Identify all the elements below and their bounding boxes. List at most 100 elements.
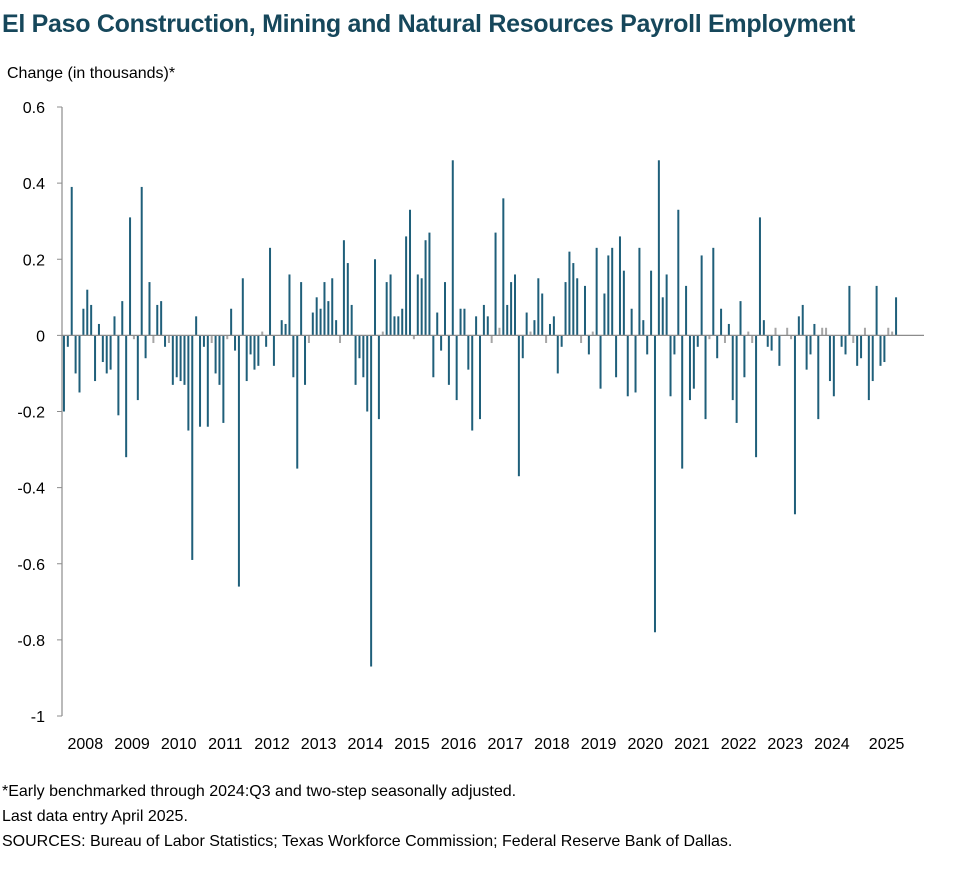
bar <box>653 335 656 633</box>
bar <box>459 308 462 336</box>
x-tick-label: 2013 <box>301 736 337 753</box>
x-tick-label: 2016 <box>441 736 477 753</box>
bar <box>253 335 256 370</box>
bar <box>342 240 345 336</box>
bar <box>366 335 369 412</box>
chart-title: El Paso Construction, Mining and Natural… <box>2 10 856 38</box>
bar <box>269 247 272 336</box>
bar <box>774 327 777 336</box>
bar <box>517 335 520 477</box>
bar <box>758 217 761 336</box>
bar <box>129 217 132 336</box>
bar <box>665 274 668 336</box>
bar <box>891 331 894 336</box>
bar <box>813 323 816 336</box>
bar <box>486 316 489 336</box>
x-tick-label: 2011 <box>208 736 243 753</box>
bar <box>681 335 684 469</box>
bar <box>463 308 466 336</box>
bar <box>638 247 641 336</box>
bar <box>70 186 73 336</box>
x-tick-label: 2010 <box>161 736 197 753</box>
bar <box>875 285 878 336</box>
bar <box>405 236 408 336</box>
bar <box>692 335 695 389</box>
bar <box>191 335 194 560</box>
bar <box>210 335 213 343</box>
bar <box>323 282 326 336</box>
bar <box>424 240 427 336</box>
bar <box>615 335 618 378</box>
bar <box>716 335 719 359</box>
bar <box>444 282 446 336</box>
bar <box>871 335 874 382</box>
bar <box>187 335 190 431</box>
bar <box>646 335 649 355</box>
bar <box>533 320 536 336</box>
bar <box>770 335 773 351</box>
x-tick-label: 2018 <box>534 736 570 753</box>
bar <box>762 320 765 336</box>
bar <box>844 335 847 355</box>
bar <box>381 331 384 336</box>
bar <box>572 263 575 336</box>
bar <box>265 335 268 347</box>
y-tick-label: 0.6 <box>23 100 45 117</box>
bar <box>883 335 886 363</box>
bar <box>482 304 485 336</box>
bar <box>113 316 116 336</box>
bar <box>723 335 726 343</box>
bar <box>603 293 606 336</box>
bar <box>284 323 287 336</box>
bar <box>350 304 353 336</box>
bar <box>362 335 365 378</box>
bar <box>755 335 758 458</box>
bar <box>397 316 400 336</box>
bar <box>183 335 186 385</box>
bar <box>751 335 754 343</box>
bar <box>315 297 318 336</box>
bar <box>230 308 233 336</box>
bar <box>346 263 349 336</box>
bar <box>817 335 820 420</box>
x-tick-label: 2019 <box>581 736 617 753</box>
y-axis: 0.6 0.4 0.2 0 -0.2 -0.4 -0.6 -0.8 -1 <box>17 100 63 726</box>
bar <box>587 335 590 355</box>
bar <box>852 335 855 343</box>
bar <box>272 335 275 366</box>
bar <box>471 335 474 431</box>
bar <box>234 335 237 351</box>
bar <box>241 278 244 336</box>
bar <box>370 335 373 667</box>
bar <box>249 335 252 355</box>
bar <box>739 301 742 336</box>
bar <box>109 335 112 370</box>
y-tick-label: -0.2 <box>17 405 45 422</box>
x-tick-label: 2015 <box>394 736 430 753</box>
bar <box>848 285 851 336</box>
bar <box>300 282 303 336</box>
bar <box>825 327 828 336</box>
bar <box>354 335 357 385</box>
y-tick-label: -0.6 <box>17 557 45 574</box>
bar <box>436 312 439 336</box>
bar <box>389 274 392 336</box>
bar <box>860 335 863 359</box>
bar <box>548 323 551 336</box>
bar <box>377 335 380 420</box>
bar <box>599 335 602 389</box>
bar-series <box>62 160 898 667</box>
bar <box>393 316 396 336</box>
bar <box>475 316 478 336</box>
bar <box>700 255 703 336</box>
bar <box>677 209 680 336</box>
bar <box>607 255 610 336</box>
bar <box>401 308 404 336</box>
bar <box>358 335 361 359</box>
bar <box>94 335 97 382</box>
bar <box>237 335 240 587</box>
bar <box>611 247 614 336</box>
bar <box>743 335 746 378</box>
bar <box>117 335 120 416</box>
bar <box>202 335 205 347</box>
